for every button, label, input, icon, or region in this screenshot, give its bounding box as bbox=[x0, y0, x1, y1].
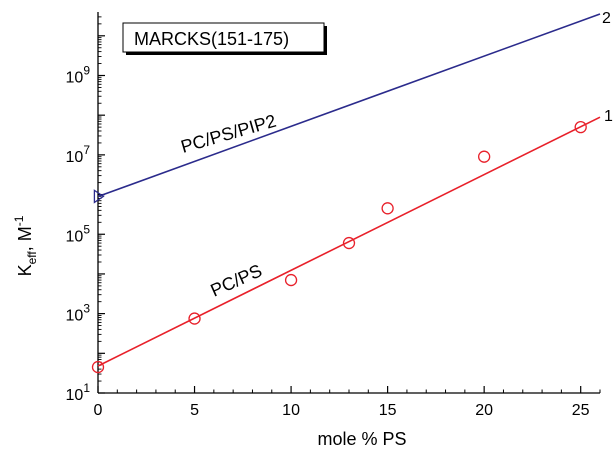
data-point bbox=[342, 236, 356, 250]
y-tick-exponent: 7 bbox=[83, 143, 90, 157]
legend-box: MARCKS(151-175) bbox=[122, 22, 327, 55]
x-tick-label: 20 bbox=[475, 402, 493, 419]
fit-line-1 bbox=[97, 116, 601, 367]
y-tick-label: 103 bbox=[66, 302, 91, 325]
y-tick-base: 10 bbox=[66, 228, 84, 245]
data-point bbox=[188, 312, 201, 325]
y-axis-label-unit: , M bbox=[15, 226, 35, 251]
y-axis-label-base: K bbox=[15, 264, 35, 276]
y-axis-label: Keff, M-1 bbox=[12, 215, 39, 276]
y-tick-exponent: 3 bbox=[83, 302, 90, 316]
y-tick-base: 10 bbox=[66, 70, 84, 87]
x-tick-label: 25 bbox=[572, 402, 590, 419]
data-point bbox=[93, 189, 105, 204]
fit-lines bbox=[97, 13, 601, 367]
data-point bbox=[284, 273, 298, 287]
y-tick-label: 107 bbox=[66, 143, 91, 166]
fit-line-0 bbox=[97, 13, 601, 198]
y-tick-exponent: 1 bbox=[83, 381, 90, 395]
data-point bbox=[574, 120, 587, 134]
y-tick-base: 10 bbox=[66, 387, 84, 404]
series-end-label-1: 1 bbox=[604, 108, 613, 125]
series-end-label-2: 2 bbox=[602, 10, 611, 27]
x-tick-label: 10 bbox=[282, 402, 300, 419]
legend-box-label: MARCKS(151-175) bbox=[134, 29, 289, 49]
x-tick-label: 0 bbox=[94, 402, 103, 419]
series-label-pc-ps: PC/PS bbox=[207, 260, 264, 300]
y-axis-label-sup: -1 bbox=[12, 215, 26, 226]
y-tick-label: 109 bbox=[66, 64, 91, 87]
x-tick-label: 5 bbox=[190, 402, 199, 419]
y-tick-exponent: 5 bbox=[83, 222, 90, 236]
data-markers bbox=[91, 120, 587, 374]
y-tick-label: 105 bbox=[66, 222, 91, 245]
y-axis-label-sub: eff bbox=[25, 251, 39, 265]
axes bbox=[97, 12, 600, 394]
data-point bbox=[91, 360, 105, 374]
y-tick-label: 101 bbox=[66, 381, 91, 404]
y-tick-exponent: 9 bbox=[83, 64, 90, 78]
x-ticks: 0 5 10 15 20 25 bbox=[94, 386, 601, 419]
y-tick-base: 10 bbox=[66, 149, 84, 166]
data-point bbox=[381, 202, 394, 215]
x-tick-label: 15 bbox=[379, 402, 397, 419]
y-tick-base: 10 bbox=[66, 308, 84, 325]
x-axis-label: mole % PS bbox=[317, 429, 406, 449]
data-point bbox=[478, 150, 491, 163]
